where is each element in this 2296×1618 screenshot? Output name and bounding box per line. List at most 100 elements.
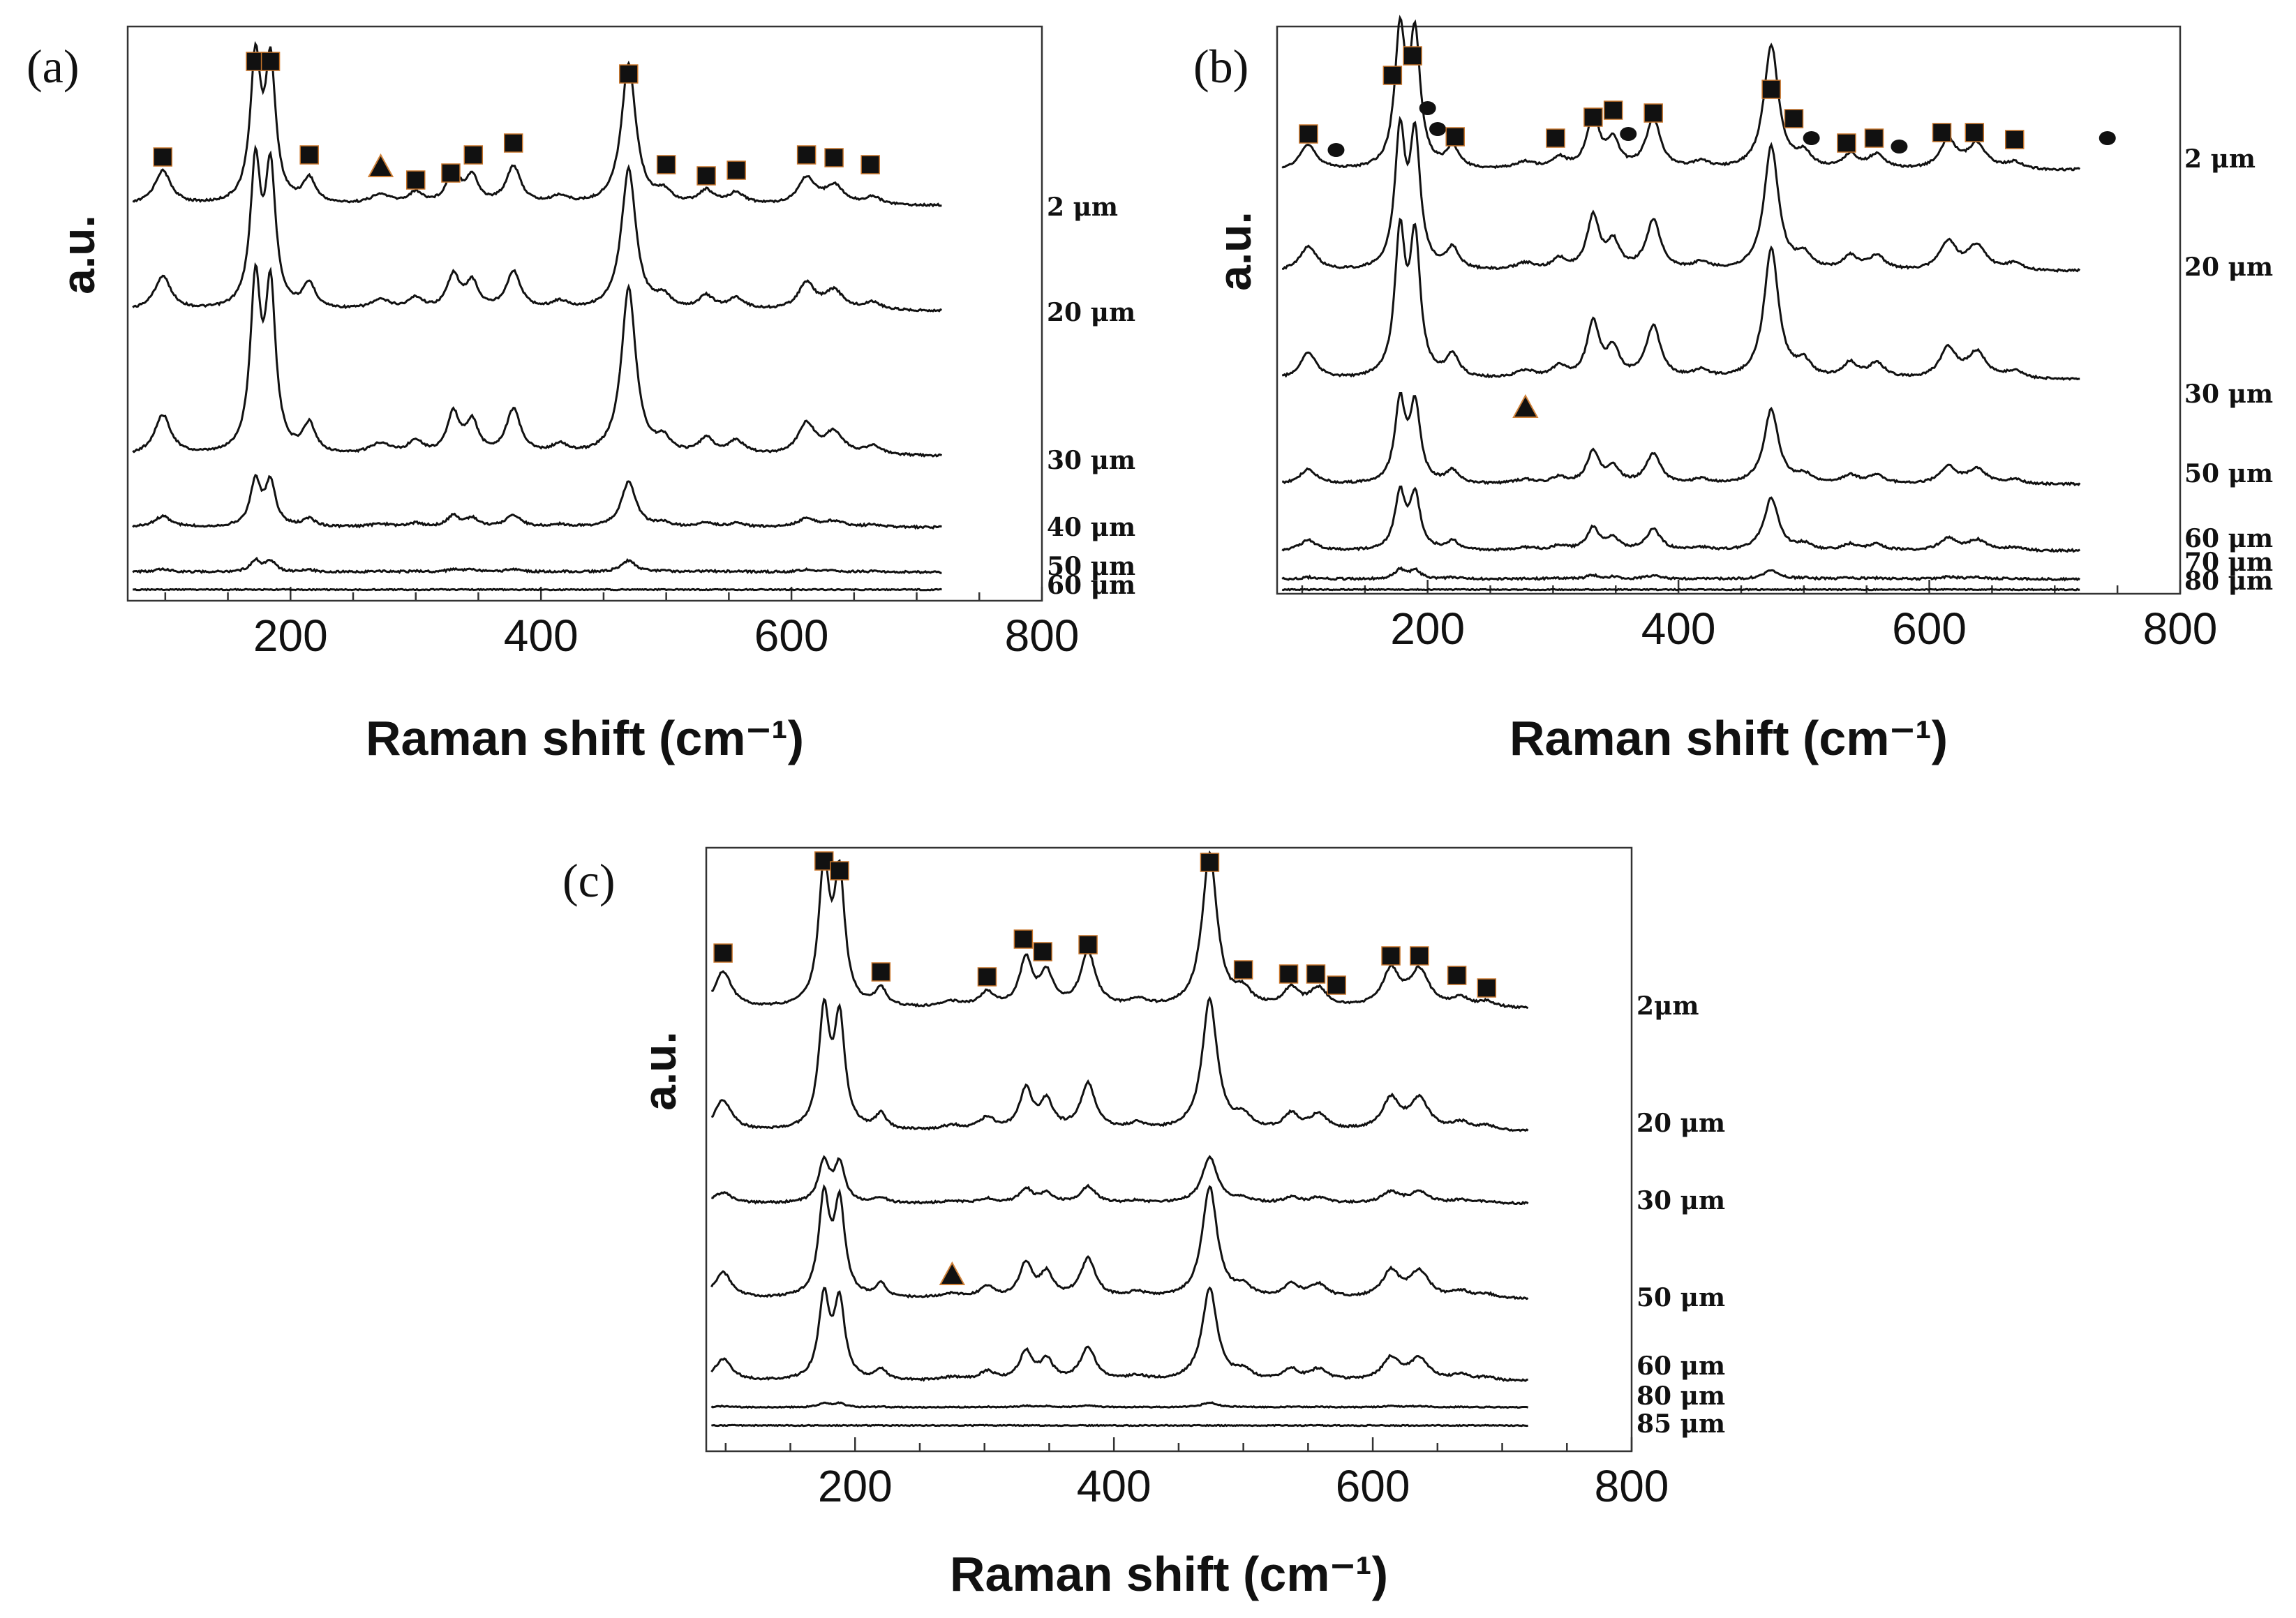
peak-marker-square	[1761, 80, 1781, 99]
panel-label: (b)	[1193, 40, 1248, 93]
x-axis-label: Raman shift (cm⁻¹)	[1509, 711, 1948, 765]
peak-marker-square	[2005, 130, 2025, 149]
peak-marker-square	[1410, 946, 1429, 966]
peak-marker-square	[860, 155, 880, 174]
peak-marker-square	[1403, 46, 1422, 66]
x-tick-label: 400	[504, 611, 579, 661]
series-label: 50 μm	[1637, 1283, 1725, 1312]
series-label: 20 μm	[1637, 1109, 1725, 1138]
series-label: 20 μm	[1047, 298, 1135, 327]
x-tick-label: 200	[253, 611, 328, 661]
spectrum-line	[710, 1184, 1529, 1301]
series-label: 30 μm	[1637, 1186, 1725, 1215]
peak-marker-square	[796, 145, 817, 165]
x-tick-label: 600	[1336, 1461, 1410, 1511]
peak-marker-square	[1447, 966, 1467, 985]
x-tick-label: 400	[1077, 1461, 1151, 1511]
y-axis-label: a.u.	[52, 215, 104, 294]
panel-label: (c)	[562, 854, 615, 907]
peak-marker-circle	[1419, 101, 1436, 115]
peak-marker-square	[1932, 123, 1952, 142]
peak-marker-square	[1965, 123, 1985, 142]
peak-marker-square	[1643, 103, 1663, 123]
peak-marker-circle	[1429, 122, 1447, 136]
x-tick-label: 200	[818, 1461, 893, 1511]
peak-marker-square	[405, 170, 426, 190]
peak-marker-square	[1583, 107, 1603, 127]
spectrum-line	[710, 1286, 1528, 1382]
peak-marker-square	[299, 145, 319, 165]
spectrum-line	[710, 1401, 1529, 1409]
peak-marker-square	[1603, 100, 1623, 120]
spectrum-line	[133, 587, 943, 592]
peak-marker-circle	[2099, 131, 2116, 145]
x-tick-label: 800	[1005, 611, 1080, 661]
spectrum-line	[710, 996, 1529, 1132]
peak-marker-circle	[1891, 140, 1908, 153]
peak-marker-square	[503, 133, 523, 153]
series-label: 50 μm	[1047, 552, 1135, 581]
series-label: 70 μm	[2184, 548, 2273, 577]
series-label: 30 μm	[1047, 446, 1135, 475]
peak-marker-square	[153, 147, 172, 167]
y-axis-label: a.u.	[634, 1031, 685, 1111]
peak-marker-square	[713, 943, 733, 963]
x-tick-label: 600	[1892, 604, 1967, 654]
peak-marker-square	[619, 64, 639, 84]
peak-marker-square	[1381, 946, 1401, 966]
series-label: 60 μm	[2184, 524, 2273, 553]
x-tick-label: 800	[2143, 604, 2218, 654]
peak-marker-square	[260, 52, 281, 71]
peak-marker-square	[871, 962, 891, 982]
peak-marker-square	[1013, 929, 1034, 949]
peak-marker-square	[463, 145, 484, 165]
peak-marker-square	[726, 160, 746, 180]
peak-marker-triangle	[939, 1261, 966, 1285]
peak-marker-circle	[1327, 143, 1345, 157]
x-tick-label: 200	[1390, 604, 1465, 654]
spectrum-line	[132, 144, 942, 313]
x-axis-label: Raman shift (cm⁻¹)	[950, 1547, 1388, 1601]
peak-marker-square	[1477, 978, 1497, 998]
spectrum-line	[1281, 485, 2081, 553]
peak-marker-square	[1200, 853, 1220, 872]
series-label: 2 μm	[2184, 144, 2256, 174]
series-label: 40 μm	[1047, 513, 1135, 542]
peak-marker-square	[441, 163, 461, 183]
spectrum-line	[1281, 566, 2081, 582]
y-axis-label: a.u.	[1209, 211, 1260, 291]
spectrum-line	[132, 556, 942, 575]
spectrum-line	[711, 1155, 1529, 1205]
series-label: 80 μm	[1637, 1381, 1725, 1411]
peak-marker-square	[696, 166, 716, 186]
series-label: 80 μm	[2184, 567, 2273, 596]
series-label: 50 μm	[2184, 459, 2273, 488]
peak-marker-square	[1445, 127, 1465, 147]
spectrum-line	[1282, 392, 2081, 487]
plot-frame	[126, 25, 1043, 602]
peak-marker-triangle	[367, 153, 394, 177]
panel-label: (a)	[27, 40, 79, 93]
x-tick-label: 400	[1641, 604, 1716, 654]
peak-marker-square	[824, 148, 844, 167]
series-label: 30 μm	[2184, 380, 2273, 409]
peak-marker-square	[1546, 128, 1565, 148]
spectrum-line	[1281, 587, 2080, 592]
peak-marker-square	[1327, 975, 1346, 995]
plot-frame	[705, 846, 1633, 1453]
peak-marker-square	[977, 967, 997, 987]
peak-marker-square	[656, 155, 676, 174]
peak-marker-circle	[1803, 131, 1820, 145]
series-label: 20 μm	[2184, 253, 2273, 282]
x-tick-label: 800	[1595, 1461, 1669, 1511]
spectrum-line	[1282, 217, 2080, 381]
peak-marker-square	[1382, 66, 1403, 85]
chart-panel: 200 400 600 800 Raman shift (cm⁻¹) a.u. (c) 2μm…	[562, 846, 1725, 1601]
series-label: 85 μm	[1637, 1409, 1725, 1439]
x-tick-label: 600	[754, 611, 829, 661]
x-axis-label: Raman shift (cm⁻¹)	[366, 711, 804, 765]
peak-marker-square	[1078, 935, 1098, 954]
peak-marker-square	[1864, 128, 1884, 148]
spectrum-line	[132, 262, 943, 458]
